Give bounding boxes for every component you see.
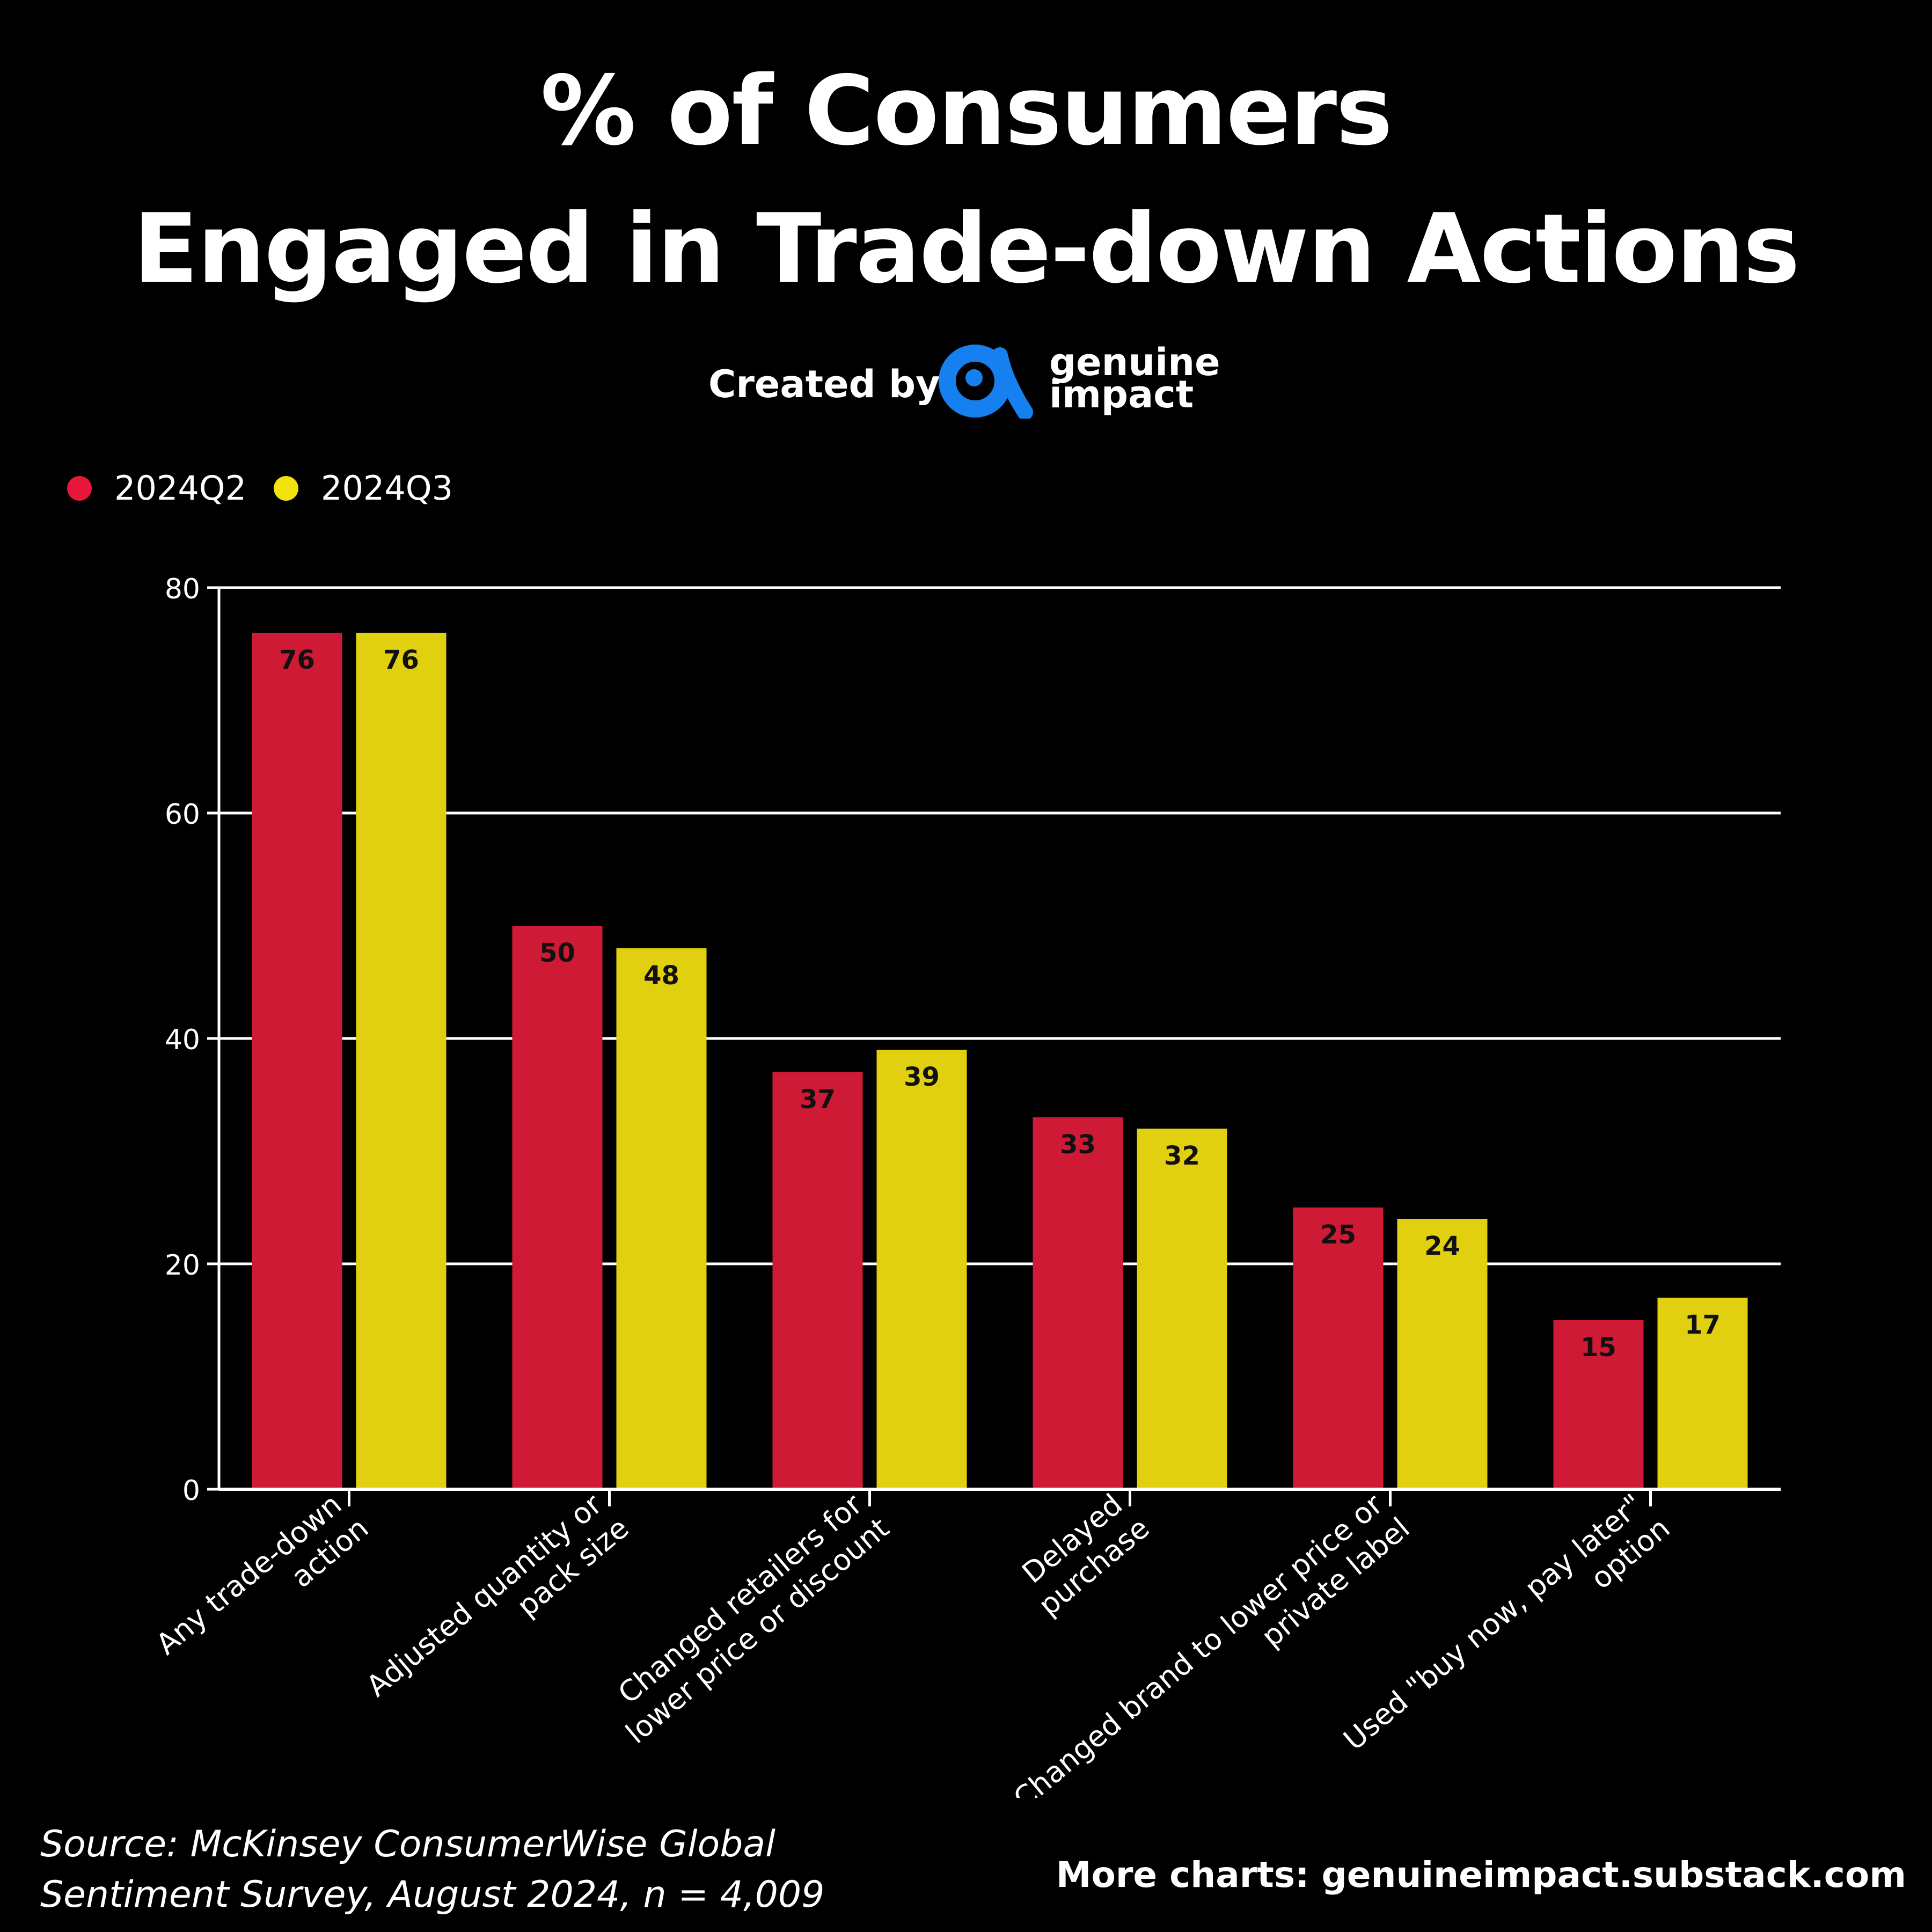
data-label: 37 (800, 1085, 836, 1115)
bar-2024q3-1 (356, 633, 447, 1489)
bar-2024q2-1 (252, 633, 342, 1489)
more-charts-link[interactable]: More charts: genuineimpact.substack.com (1056, 1854, 1906, 1896)
data-label: 76 (279, 645, 315, 675)
y-tick-label: 0 (182, 1475, 200, 1507)
data-label: 25 (1320, 1220, 1356, 1250)
data-label: 15 (1580, 1333, 1616, 1363)
data-label: 33 (1060, 1130, 1096, 1160)
source-line-2: Sentiment Survey, August 2024, n = 4,009 (40, 1874, 825, 1916)
created-by-label: Created by (708, 362, 940, 406)
x-category-label-line: Adjusted quantity or (360, 1487, 609, 1703)
legend-label-q2: 2024Q2 (114, 469, 247, 508)
chart-title-line-1: % of Consumers (540, 55, 1393, 166)
data-label: 32 (1164, 1141, 1200, 1171)
y-tick-label: 20 (165, 1249, 200, 1282)
data-label: 50 (539, 938, 575, 968)
bar-2024q2-4 (1033, 1117, 1123, 1489)
source-line-1: Source: McKinsey ConsumerWise Global (40, 1823, 775, 1865)
data-label: 39 (904, 1062, 940, 1092)
bar-2024q3-2 (616, 948, 707, 1489)
source-note: Source: McKinsey ConsumerWise Global Sen… (40, 1819, 824, 1920)
x-category-label-line: Changed retailers for (612, 1487, 869, 1710)
x-category-label-line: lower price or discount (619, 1511, 895, 1750)
bar-2024q3-6 (1657, 1298, 1748, 1489)
bar-2024q3-5 (1397, 1219, 1488, 1489)
genuine-impact-logo-icon (939, 345, 1033, 419)
bar-2024q2-6 (1553, 1320, 1644, 1489)
y-tick-label: 80 (165, 573, 200, 605)
legend-marker-q3 (274, 476, 298, 501)
y-tick-label: 40 (165, 1024, 200, 1056)
bar-2024q3-3 (876, 1050, 967, 1489)
brand-name-line-1: genuine (1049, 340, 1220, 384)
legend-label-q3: 2024Q3 (321, 469, 453, 508)
data-label: 48 (643, 961, 679, 991)
bar-2024q2-2 (512, 926, 603, 1489)
brand-name-line-2: impact (1049, 372, 1194, 416)
data-label: 17 (1685, 1310, 1721, 1340)
chart-title-line-2: Engaged in Trade-down Actions (133, 193, 1800, 304)
legend-marker-q2 (67, 476, 92, 501)
bar-2024q3-4 (1137, 1129, 1227, 1489)
y-tick-label: 60 (165, 799, 200, 831)
data-label: 76 (383, 645, 419, 675)
bar-2024q2-3 (772, 1072, 863, 1489)
credit-block: Created by genuine impact (0, 343, 1932, 424)
bar-2024q2-5 (1293, 1208, 1384, 1489)
data-label: 24 (1424, 1231, 1460, 1261)
